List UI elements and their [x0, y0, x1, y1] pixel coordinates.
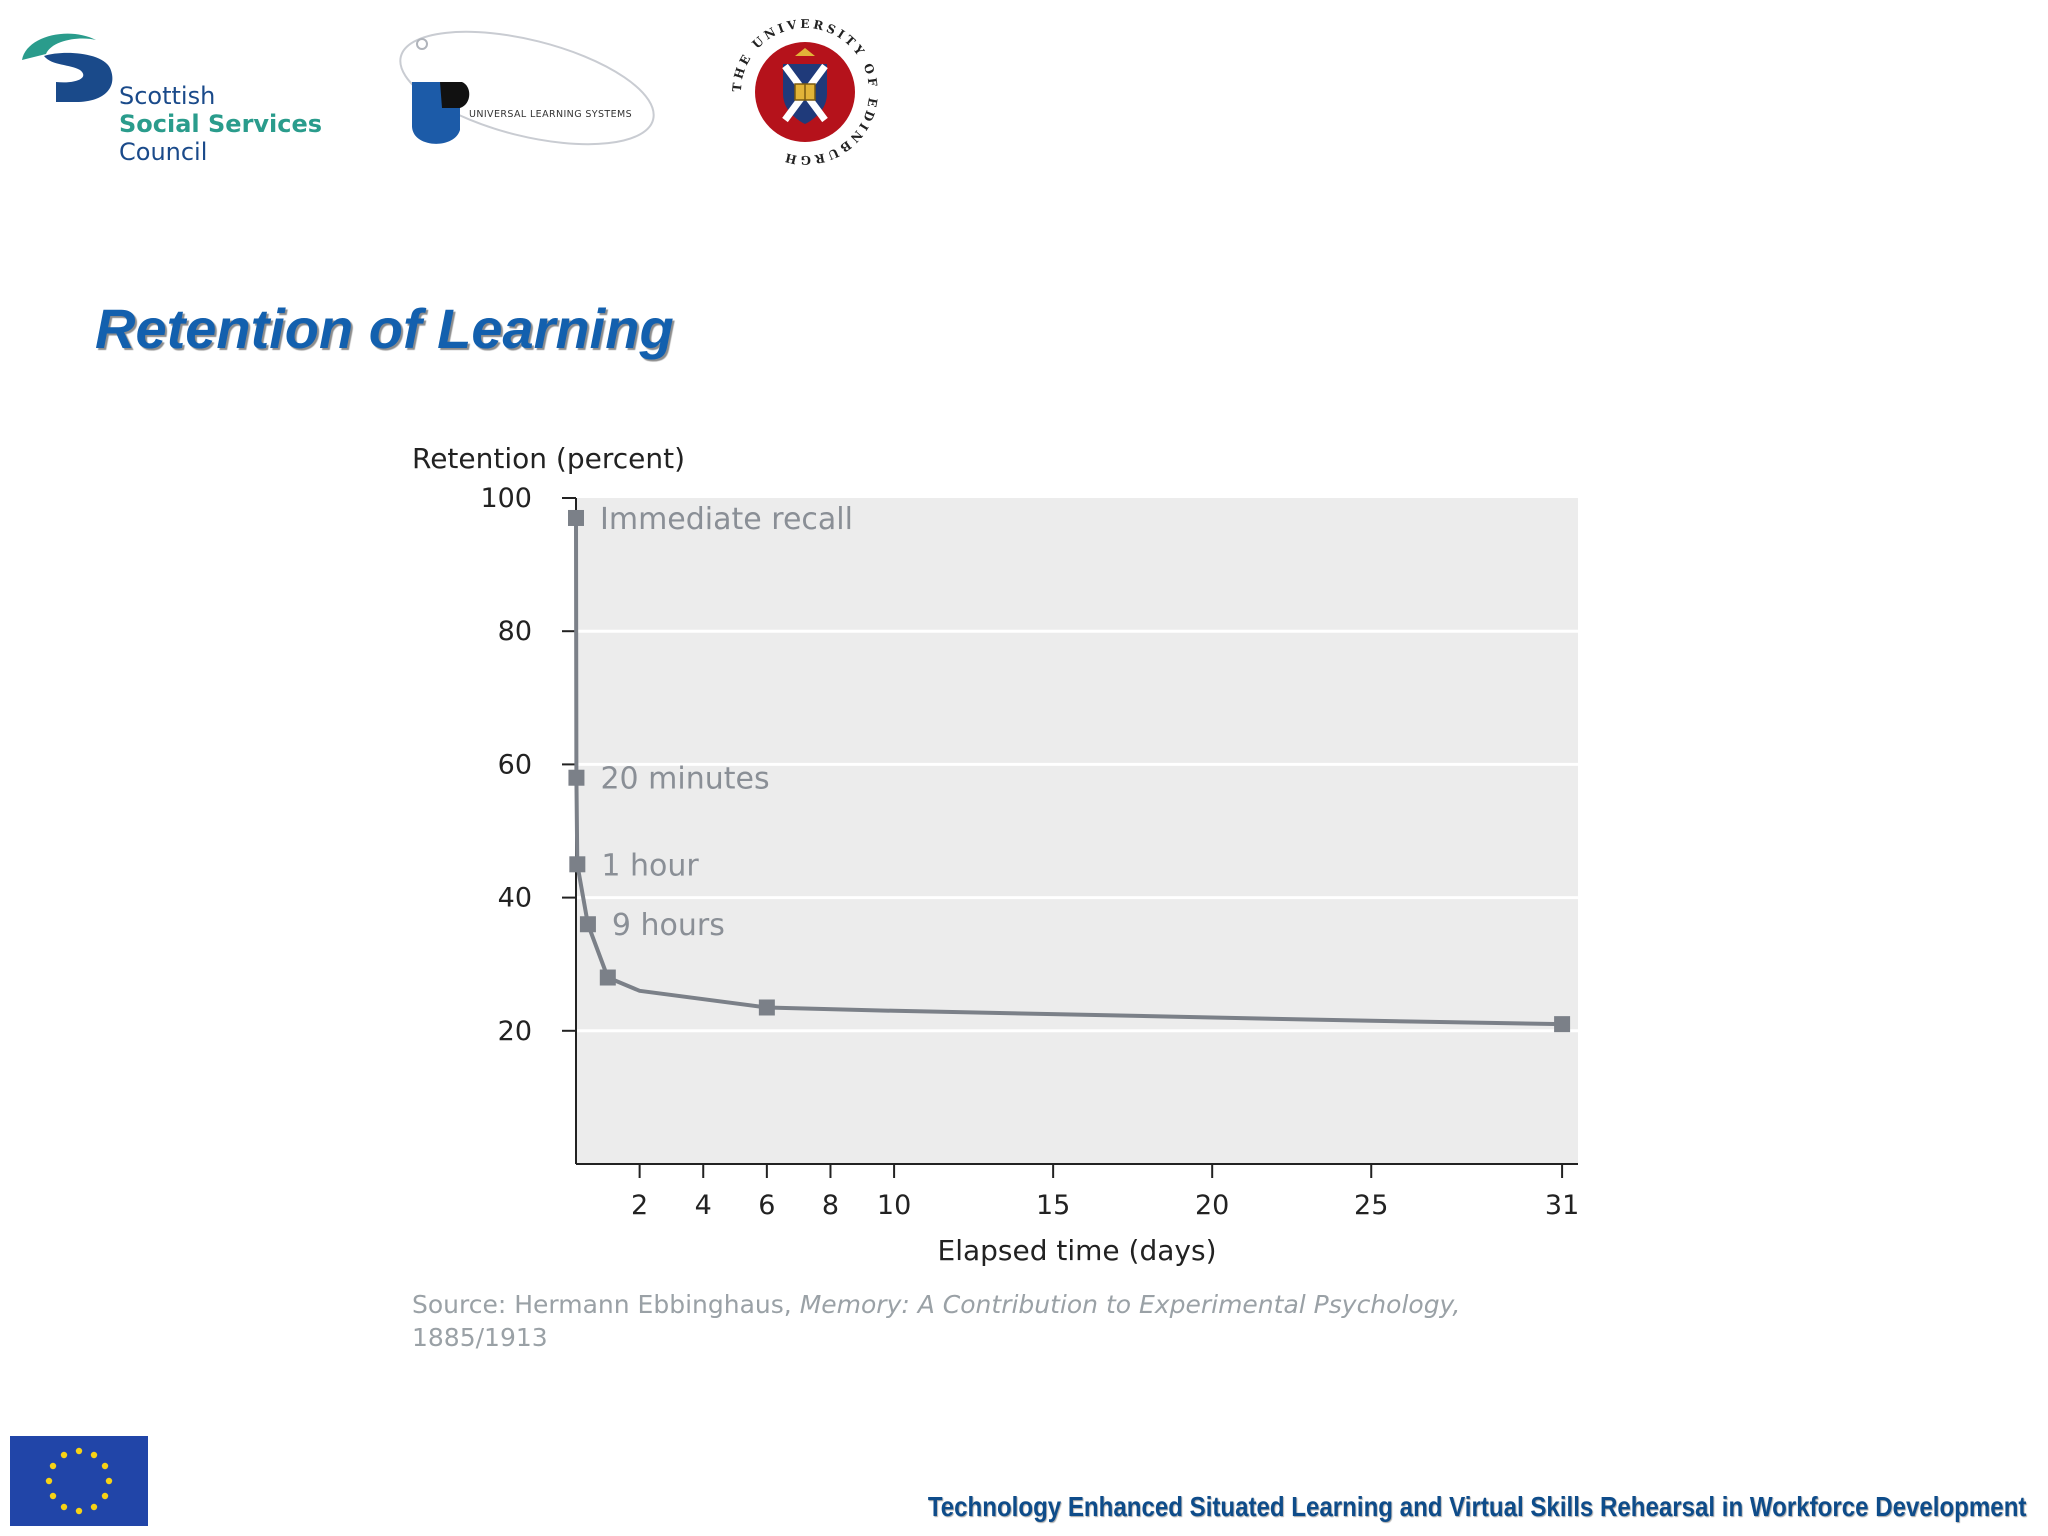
eu-star-1: [101, 1492, 109, 1500]
eu-star-11: [101, 1462, 109, 1470]
curve-marker-4: [599, 969, 616, 986]
curve-marker-3: [579, 916, 596, 933]
eu-star-9: [75, 1447, 83, 1455]
eu-star-3: [75, 1507, 83, 1515]
eu-star-10: [90, 1451, 98, 1459]
uls-name: UNIVERSAL LEARNING SYSTEMS: [469, 109, 633, 120]
curve-marker-2: [569, 856, 586, 873]
source-prefix: Source: Hermann Ebbinghaus,: [412, 1290, 792, 1319]
footer-caption: Technology Enhanced Situated Learning an…: [927, 1491, 2026, 1522]
gridlines: [576, 629, 1578, 1033]
x-ticks: 2 4 6 8 10 15 20 25 31: [631, 1164, 1579, 1221]
uoe-crest-icon: THE UNIVERSITY OF EDINBURGH: [730, 17, 877, 167]
eu-flag-icon: [10, 1436, 148, 1526]
slide-title: Retention of Learning: [95, 297, 674, 360]
y-axis-label: Retention (percent): [412, 442, 685, 475]
curve-annotations: Immediate recall 20 minutes 1 hour 9 hours: [600, 502, 853, 943]
curve-marker-6: [1554, 1016, 1571, 1033]
eu-star-8: [60, 1451, 68, 1459]
source-citation: Source: Hermann Ebbinghaus, Memory: A Co…: [412, 1288, 1460, 1354]
curve-markers: [568, 509, 1571, 1033]
sssc-logo: Scottish Social Services Council: [14, 26, 322, 166]
x-tick-label-8: 8: [822, 1190, 839, 1221]
curve-marker-1: [568, 769, 585, 786]
sssc-name-line1: Scottish: [119, 82, 216, 110]
uls-emblem-icon: [399, 30, 655, 146]
plot-background: [576, 498, 1578, 1164]
y-tick-label-80: 80: [498, 616, 532, 647]
curve-marker-0: [568, 509, 584, 526]
retention-curve: [574, 517, 1563, 1027]
eu-star-6: [45, 1477, 53, 1485]
annotation-1: 20 minutes: [600, 762, 769, 797]
x-tick-label-10: 10: [877, 1190, 911, 1221]
x-tick-label-4: 4: [695, 1190, 712, 1221]
source-years: 1885/1913: [412, 1323, 548, 1352]
x-axis-label: Elapsed time (days): [938, 1234, 1217, 1267]
uls-logo: [362, 26, 682, 161]
x-tick-label-15: 15: [1036, 1190, 1070, 1221]
y-tick-label-40: 40: [498, 883, 532, 914]
x-tick-label-25: 25: [1354, 1190, 1388, 1221]
annotation-2: 1 hour: [601, 848, 699, 883]
y-ticks: 20 40 60 80 100: [480, 483, 576, 1047]
sssc-emblem-icon: [22, 33, 113, 102]
eu-star-2: [90, 1503, 98, 1511]
y-tick-label-60: 60: [498, 749, 532, 780]
x-tick-label-20: 20: [1195, 1190, 1229, 1221]
eu-star-5: [49, 1492, 57, 1500]
eu-star-7: [49, 1462, 57, 1470]
eu-star-0: [105, 1477, 113, 1485]
annotation-3: 9 hours: [612, 908, 725, 943]
y-tick-label-20: 20: [498, 1016, 532, 1047]
sssc-name-line2: Social Services: [119, 110, 323, 138]
uoe-crest: THE UNIVERSITY OF EDINBURGH: [725, 12, 885, 172]
sssc-name-line3: Council: [119, 138, 208, 166]
curve-marker-5: [758, 999, 775, 1016]
annotation-0: Immediate recall: [600, 502, 853, 537]
source-title: Memory: A Contribution to Experimental P…: [799, 1290, 1461, 1319]
eu-star-4: [60, 1503, 68, 1511]
y-tick-label-100: 100: [480, 483, 532, 514]
x-tick-label-6: 6: [758, 1190, 775, 1221]
x-tick-label-31: 31: [1545, 1190, 1579, 1221]
x-tick-label-2: 2: [631, 1190, 648, 1221]
